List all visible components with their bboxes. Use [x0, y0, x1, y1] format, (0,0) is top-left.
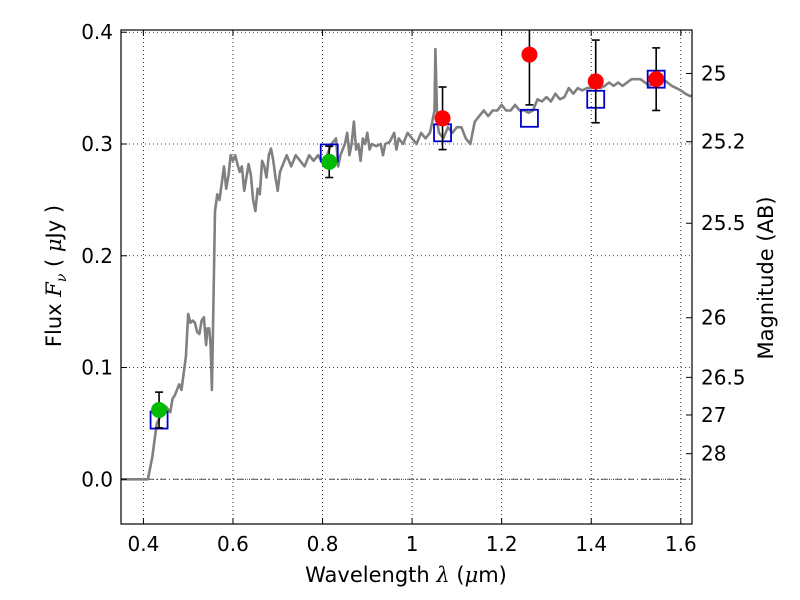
y-tick-label: 0.0 [81, 467, 113, 491]
observed-points [151, 30, 665, 429]
model-box [520, 108, 539, 128]
y-tick-label: 0.2 [81, 244, 113, 268]
y-tick-labels: 0.0 0.1 0.2 0.3 0.4 [81, 20, 113, 491]
x-tick-label: 1.4 [575, 532, 607, 556]
x-tick-label: 1.6 [665, 532, 697, 556]
x-tick-label: 0.8 [307, 532, 339, 556]
magnitude-tick-label: 25 [701, 61, 726, 85]
x-tick-label: 0.4 [127, 532, 159, 556]
magnitude-tick-label: 28 [701, 442, 726, 466]
y-tick-label: 0.4 [81, 20, 113, 44]
grid-lines [121, 30, 692, 524]
model-spectrum-line [121, 47, 692, 481]
x-axis-title: Wavelength λ (μm) [305, 563, 507, 587]
observed-point [587, 73, 604, 90]
observed-point [434, 110, 451, 127]
magnitude-tick-label: 25.5 [701, 211, 746, 235]
magnitude-tick-label: 26 [701, 306, 726, 330]
magnitude-tick-label: 26.5 [701, 365, 746, 389]
observed-point [648, 71, 665, 88]
magnitude-tick-labels: 25 25.2 25.5 26 26.5 27 28 [701, 61, 746, 465]
x-tick-labels: 0.4 0.6 0.8 1 1.2 1.4 1.6 [127, 532, 696, 556]
plot-frame [120, 29, 693, 525]
y-axis-title: Flux Fν ( μJy ) [42, 205, 70, 347]
axis-ticks [121, 30, 692, 524]
magnitude-tick-label: 25.2 [701, 130, 746, 154]
observed-point [521, 46, 538, 63]
y-tick-label: 0.3 [81, 132, 113, 156]
y2-axis-title: Magnitude (AB) [754, 196, 778, 359]
x-tick-label: 0.6 [217, 532, 249, 556]
model-boxes [149, 69, 666, 430]
magnitude-tick-label: 27 [701, 403, 726, 427]
x-tick-label: 1 [406, 532, 419, 556]
observed-point [321, 153, 338, 170]
observed-point [151, 402, 168, 418]
x-tick-label: 1.2 [486, 532, 518, 556]
y-tick-label: 0.1 [81, 356, 113, 380]
